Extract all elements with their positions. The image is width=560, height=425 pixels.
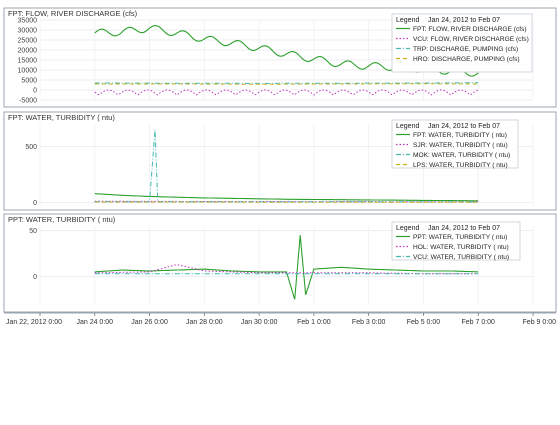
legend-entry: HRO: DISCHARGE, PUMPING (cfs) <box>413 56 520 63</box>
y-tick-label: 20000 <box>18 48 38 55</box>
legend-entry: FPT: FLOW, RIVER DISCHARGE (cfs) <box>413 26 527 33</box>
x-tick-label: Jan 22, 2012 0:00 <box>6 319 62 326</box>
y-tick-label: 0 <box>33 88 37 95</box>
x-tick-label: Feb 9 0:00 <box>523 319 557 326</box>
x-tick-label: Jan 24 0:00 <box>76 319 113 326</box>
y-tick-label: 15000 <box>18 58 38 65</box>
legend-entry: PPT: WATER, TURBIDITY ( ntu) <box>413 234 507 241</box>
y-tick-label: 500 <box>25 144 37 151</box>
legend-title: Legend <box>396 123 419 130</box>
x-tick-label: Feb 7 0:00 <box>461 319 495 326</box>
legend-range: Jan 24, 2012 to Feb 07 <box>428 17 500 24</box>
legend-entry: LPS: WATER, TURBIDITY ( ntu) <box>413 162 508 169</box>
y-tick-label: 0 <box>33 200 37 207</box>
x-tick-label: Feb 5 0:00 <box>407 319 441 326</box>
y-tick-label: 25000 <box>18 38 38 45</box>
y-tick-label: 50 <box>29 228 37 235</box>
legend-range: Jan 24, 2012 to Feb 07 <box>428 123 500 130</box>
y-tick-label: 35000 <box>18 18 38 25</box>
y-tick-label: 0 <box>33 274 37 281</box>
legend-entry: SJR: WATER, TURBIDITY ( ntu) <box>413 142 508 149</box>
legend-entry: FPT: WATER, TURBIDITY ( ntu) <box>413 132 507 139</box>
legend-entry: MOK: WATER, TURBIDITY ( ntu) <box>413 152 510 159</box>
panel-title: PPT: WATER, TURBIDITY ( ntu) <box>8 215 116 224</box>
y-tick-label: -5000 <box>19 98 37 105</box>
legend-entry: TRP: DISCHARGE, PUMPING (cfs) <box>413 46 518 53</box>
x-tick-label: Jan 26 0:00 <box>131 319 168 326</box>
panel-title: FPT: WATER, TURBIDITY ( ntu) <box>8 113 115 122</box>
legend-title: Legend <box>396 225 419 232</box>
legend-entry: VCU: FLOW, RIVER DISCHARGE (cfs) <box>413 36 529 43</box>
y-tick-label: 10000 <box>18 68 38 75</box>
y-tick-label: 5000 <box>21 78 37 85</box>
legend-entry: HOL: WATER, TURBIDITY ( ntu) <box>413 244 509 251</box>
legend-title: Legend <box>396 17 419 24</box>
x-tick-label: Jan 30 0:00 <box>241 319 278 326</box>
y-tick-label: 30000 <box>18 28 38 35</box>
x-tick-label: Jan 28 0:00 <box>186 319 223 326</box>
legend-range: Jan 24, 2012 to Feb 07 <box>428 225 500 232</box>
x-tick-label: Feb 3 0:00 <box>352 319 386 326</box>
x-tick-label: Feb 1 0:00 <box>297 319 331 326</box>
legend-entry: VCU: WATER, TURBIDITY ( ntu) <box>413 254 509 261</box>
